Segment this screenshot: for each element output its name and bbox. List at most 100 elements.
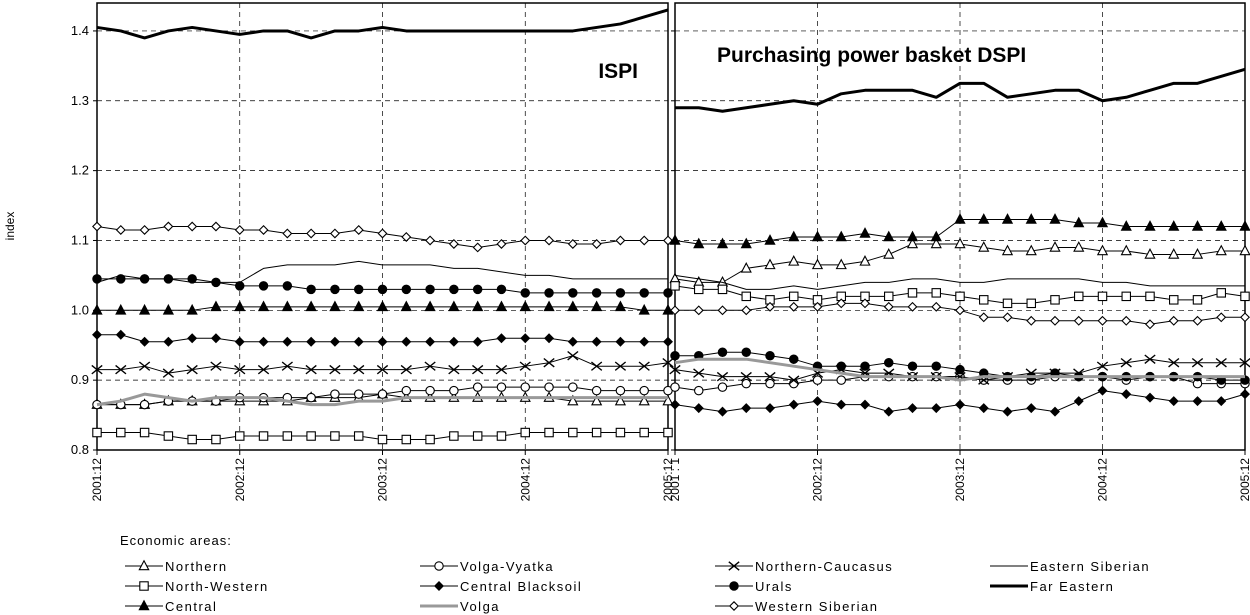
marker bbox=[138, 559, 150, 571]
marker bbox=[717, 284, 728, 295]
marker bbox=[186, 303, 198, 315]
marker bbox=[931, 288, 941, 298]
marker bbox=[401, 336, 412, 347]
marker bbox=[717, 406, 728, 417]
panel: 2001 : 1 2002:12 2003:12 2004:12 2005:12 Purc… bbox=[668, 2, 1250, 502]
marker bbox=[1073, 216, 1085, 228]
marker bbox=[448, 300, 460, 312]
series: North-Western bbox=[670, 281, 1250, 309]
marker bbox=[693, 305, 704, 316]
marker bbox=[662, 303, 674, 315]
marker bbox=[639, 385, 649, 396]
marker bbox=[235, 431, 245, 441]
marker bbox=[812, 301, 823, 312]
marker bbox=[401, 231, 412, 242]
marker bbox=[568, 382, 578, 392]
marker bbox=[568, 427, 578, 438]
marker bbox=[234, 364, 246, 375]
marker bbox=[234, 300, 246, 312]
marker bbox=[425, 284, 435, 295]
x-tick-label: 2004:12 bbox=[1096, 458, 1110, 502]
marker bbox=[614, 394, 627, 406]
marker bbox=[1191, 248, 1204, 259]
marker bbox=[211, 434, 221, 445]
marker bbox=[377, 228, 388, 239]
series: Far Eastern bbox=[96, 8, 669, 40]
legend-item: Urals bbox=[715, 579, 791, 594]
marker bbox=[282, 431, 293, 441]
series: Northern-Caucasus bbox=[91, 350, 674, 378]
legend-label: North-Western bbox=[165, 579, 269, 594]
marker bbox=[1239, 220, 1250, 231]
marker bbox=[788, 301, 799, 312]
marker bbox=[1240, 312, 1250, 323]
marker bbox=[211, 277, 221, 288]
legend-label: Volga-Vyatka bbox=[460, 559, 554, 574]
marker bbox=[567, 300, 579, 312]
marker bbox=[353, 284, 364, 295]
marker bbox=[639, 427, 649, 438]
y-tick-label: 1.3 bbox=[71, 93, 89, 108]
marker bbox=[567, 394, 579, 406]
series: Northern bbox=[669, 237, 1250, 287]
marker bbox=[163, 431, 174, 441]
marker bbox=[906, 237, 919, 249]
marker bbox=[1240, 291, 1250, 302]
marker bbox=[187, 333, 198, 344]
marker bbox=[1049, 213, 1061, 224]
marker bbox=[520, 288, 530, 298]
marker bbox=[1074, 291, 1084, 302]
legend-label: Central bbox=[165, 599, 217, 614]
marker bbox=[139, 336, 150, 347]
marker bbox=[788, 255, 800, 266]
marker bbox=[162, 368, 175, 378]
marker bbox=[496, 333, 507, 344]
marker bbox=[662, 394, 674, 406]
marker bbox=[1144, 354, 1156, 364]
marker bbox=[376, 364, 389, 375]
marker bbox=[187, 221, 198, 232]
marker bbox=[329, 228, 340, 239]
marker bbox=[978, 213, 990, 224]
x-tick-label: 2001:12 bbox=[90, 458, 104, 502]
marker bbox=[472, 364, 484, 375]
marker bbox=[639, 288, 649, 298]
legend-item: Northern bbox=[125, 559, 226, 574]
marker bbox=[234, 225, 245, 235]
marker bbox=[187, 434, 197, 445]
marker bbox=[1050, 406, 1060, 417]
marker bbox=[1121, 389, 1132, 400]
marker bbox=[449, 431, 459, 441]
marker bbox=[544, 427, 554, 438]
marker bbox=[836, 375, 846, 385]
marker bbox=[764, 371, 776, 382]
line bbox=[674, 274, 1245, 290]
marker bbox=[163, 221, 174, 232]
line bbox=[674, 357, 1245, 382]
marker bbox=[1097, 385, 1108, 396]
marker bbox=[716, 237, 729, 249]
marker bbox=[1097, 315, 1108, 326]
legend-item: Volga bbox=[420, 599, 499, 614]
series: Eastern Siberian bbox=[674, 274, 1245, 290]
marker bbox=[1001, 244, 1014, 256]
legend-item: Western Siberian bbox=[715, 599, 877, 614]
marker bbox=[954, 213, 966, 224]
marker bbox=[210, 300, 222, 312]
marker bbox=[329, 364, 341, 375]
marker bbox=[401, 434, 412, 445]
marker bbox=[496, 431, 507, 441]
marker bbox=[859, 227, 871, 238]
marker bbox=[638, 394, 650, 406]
marker bbox=[836, 361, 846, 371]
marker bbox=[235, 281, 245, 291]
marker bbox=[519, 300, 531, 312]
marker bbox=[663, 336, 673, 347]
marker bbox=[740, 262, 752, 273]
marker bbox=[765, 403, 775, 414]
marker bbox=[1239, 244, 1250, 256]
x-tick-label: 2003:12 bbox=[376, 458, 390, 502]
chart-title: ISPI bbox=[598, 60, 638, 83]
series: Volga-Vyatka bbox=[92, 382, 673, 410]
marker bbox=[717, 347, 728, 357]
